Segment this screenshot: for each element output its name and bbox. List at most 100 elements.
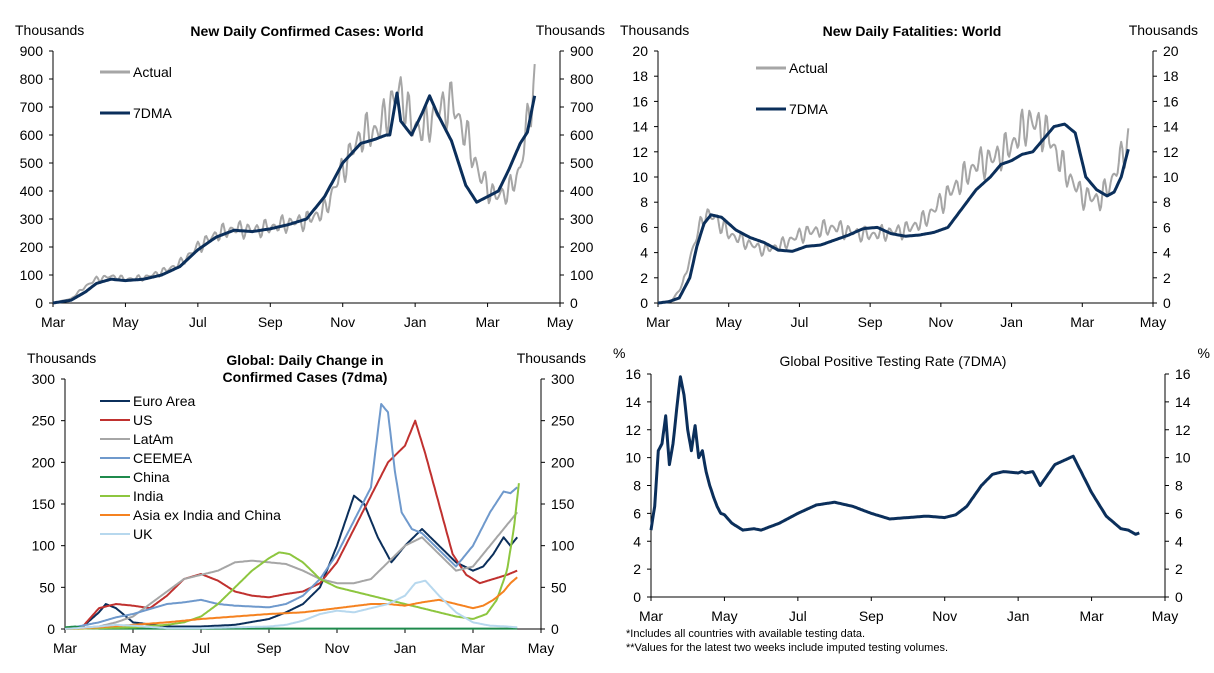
- legend-label: US: [133, 412, 152, 428]
- legend-label: UK: [133, 526, 153, 542]
- y-tick-label-right: 18: [1163, 68, 1179, 84]
- y-tick-label-right: 12: [1163, 144, 1179, 160]
- y-tick-label-left: 8: [640, 194, 648, 210]
- x-tick-label: May: [711, 608, 737, 624]
- y-tick-label-right: 2: [1175, 561, 1183, 577]
- x-tick-label: Sep: [858, 314, 883, 330]
- legend-label: Asia ex India and China: [133, 507, 281, 523]
- x-tick-label: Mar: [53, 640, 77, 656]
- y-tick-label-right: 12: [1175, 422, 1191, 438]
- x-tick-label: Jul: [789, 608, 807, 624]
- x-tick-label: May: [120, 640, 146, 656]
- series-uk: [64, 579, 518, 630]
- series-actual: [657, 108, 1130, 304]
- y-tick-label-left: 12: [632, 144, 648, 160]
- y-tick-label-right: 0: [1175, 589, 1183, 605]
- y-tick-label-left: 2: [640, 270, 648, 286]
- y-tick-label-right: 4: [1175, 533, 1183, 549]
- y-tick-label-right: 600: [570, 127, 594, 143]
- y-tick-label-left: 900: [20, 43, 44, 59]
- y-tick-label-right: 8: [1163, 194, 1171, 210]
- y-tick-label-right: 8: [1175, 478, 1183, 494]
- x-tick-label: Nov: [325, 640, 350, 656]
- y-tick-label-left: 6: [633, 505, 641, 521]
- y-tick-label-right: 700: [570, 99, 594, 115]
- y-tick-label-left: 50: [39, 579, 55, 595]
- legend-label: LatAm: [133, 431, 173, 447]
- y-tick-label-left: 0: [47, 621, 55, 637]
- chart-2: New Daily Fatalities: World Thousands Thou…: [620, 22, 1198, 330]
- y-tick-label-right: 100: [551, 538, 575, 554]
- x-tick-label: May: [1152, 608, 1178, 624]
- x-tick-label: Mar: [1080, 608, 1104, 624]
- series-euro-area: [64, 494, 518, 630]
- x-tick-label: Sep: [258, 314, 283, 330]
- series-asia-ex-india-and-china: [64, 576, 518, 630]
- chart-title: Global Positive Testing Rate (7DMA): [780, 353, 1007, 369]
- y-tick-label-right: 900: [570, 43, 594, 59]
- y-tick-label-right: 6: [1175, 505, 1183, 521]
- y-tick-label-right: 250: [551, 413, 575, 429]
- y-tick-label-left: 300: [32, 371, 56, 387]
- legend-label: 7DMA: [789, 101, 829, 117]
- y-unit-left: Thousands: [27, 350, 96, 366]
- y-tick-label-left: 6: [640, 219, 648, 235]
- y-tick-label-right: 200: [570, 239, 594, 255]
- legend-label: CEEMEA: [133, 450, 193, 466]
- x-tick-label: Jan: [1007, 608, 1030, 624]
- y-tick-label-right: 2: [1163, 270, 1171, 286]
- x-tick-label: Jan: [404, 314, 427, 330]
- x-tick-label: Mar: [1070, 314, 1094, 330]
- x-tick-label: Jul: [790, 314, 808, 330]
- y-tick-label-left: 4: [640, 245, 648, 261]
- x-tick-label: Nov: [932, 608, 957, 624]
- y-tick-label-left: 500: [20, 155, 44, 171]
- x-tick-label: Nov: [330, 314, 355, 330]
- y-tick-label-left: 4: [633, 533, 641, 549]
- y-tick-label-right: 20: [1163, 43, 1179, 59]
- x-tick-label: Sep: [859, 608, 884, 624]
- y-tick-label-right: 0: [551, 621, 559, 637]
- y-tick-label-left: 150: [32, 496, 56, 512]
- y-unit-right: %: [1198, 345, 1210, 361]
- footnote-2: **Values for the latest two weeks includ…: [626, 642, 949, 654]
- x-tick-label: May: [528, 640, 554, 656]
- y-tick-label-left: 14: [632, 119, 648, 135]
- y-tick-label-left: 10: [625, 450, 641, 466]
- y-tick-label-left: 250: [32, 413, 56, 429]
- y-tick-label-right: 200: [551, 454, 575, 470]
- x-tick-label: Jan: [1000, 314, 1023, 330]
- y-tick-label-right: 400: [570, 183, 594, 199]
- x-tick-label: Sep: [257, 640, 282, 656]
- chart-title: New Daily Fatalities: World: [823, 23, 1002, 39]
- series-7dma: [52, 91, 537, 305]
- y-tick-label-left: 0: [35, 295, 43, 311]
- series-positive-testing-rate: [649, 375, 1140, 536]
- y-unit-left: Thousands: [15, 22, 84, 38]
- y-tick-label-left: 600: [20, 127, 44, 143]
- y-tick-label-left: 16: [625, 366, 641, 382]
- y-tick-label-left: 100: [20, 267, 44, 283]
- x-tick-label: Mar: [41, 314, 65, 330]
- y-tick-label-left: 16: [632, 93, 648, 109]
- y-tick-label-left: 100: [32, 538, 56, 554]
- y-tick-label-right: 4: [1163, 245, 1171, 261]
- y-tick-label-right: 16: [1175, 366, 1191, 382]
- y-tick-label-left: 0: [633, 589, 641, 605]
- x-tick-label: Mar: [476, 314, 500, 330]
- y-tick-label-right: 0: [1163, 295, 1171, 311]
- chart-4: Global Positive Testing Rate (7DMA)% % 0 0 2…: [613, 345, 1210, 624]
- y-tick-label-right: 300: [570, 211, 594, 227]
- y-unit-left: %: [613, 345, 625, 361]
- y-unit-right: Thousands: [536, 22, 605, 38]
- x-tick-label: May: [112, 314, 138, 330]
- legend-label: Actual: [789, 60, 828, 76]
- y-tick-label-right: 50: [551, 579, 567, 595]
- y-tick-label-right: 300: [551, 371, 575, 387]
- chart-title: Confirmed Cases (7dma): [223, 369, 388, 385]
- series-actual: [52, 64, 536, 304]
- legend-label: Euro Area: [133, 393, 195, 409]
- legend-label: Actual: [133, 64, 172, 80]
